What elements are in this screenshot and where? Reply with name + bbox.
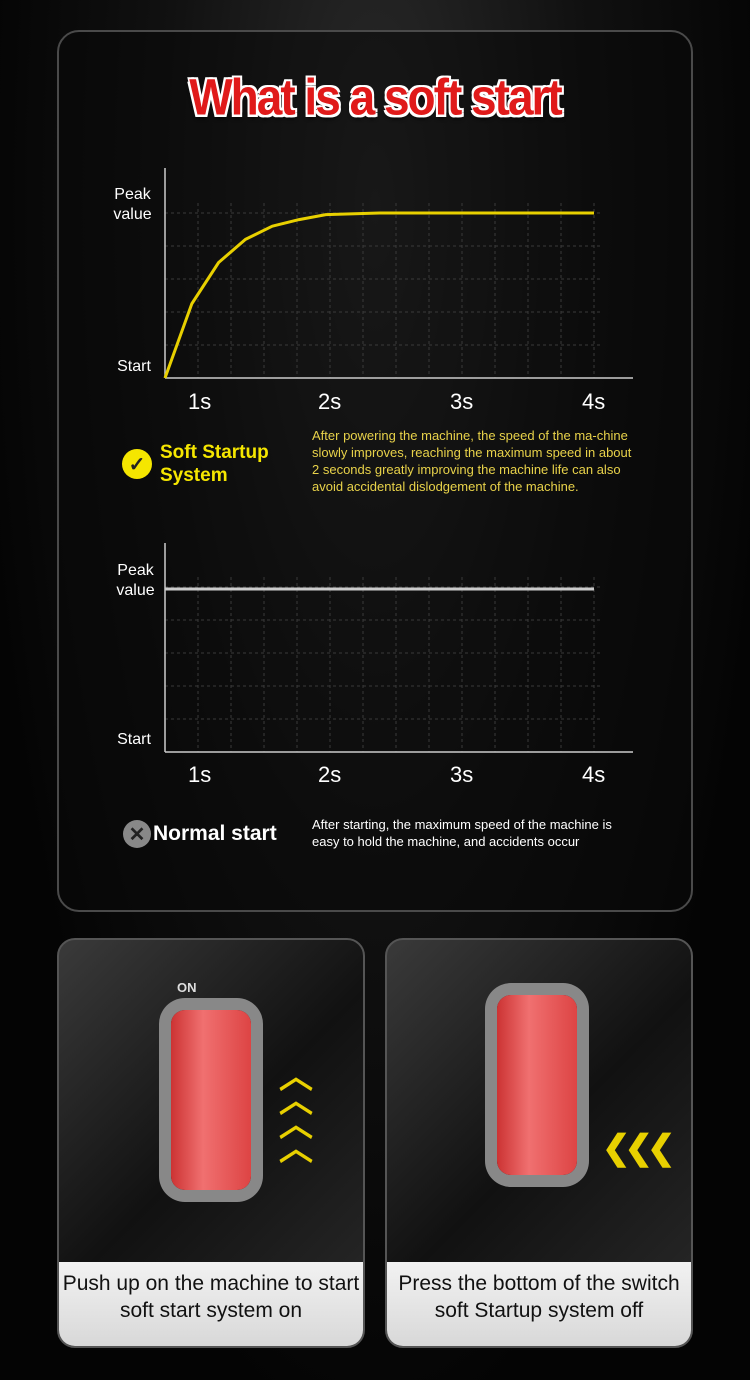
series-line xyxy=(163,211,594,379)
x-tick: 4s xyxy=(582,762,606,787)
info-panel xyxy=(57,30,693,912)
caption: Push up on the machine to start soft sta… xyxy=(59,1262,363,1346)
y-label-start: Start xyxy=(117,358,151,375)
normal-start-label: ✕ Normal start xyxy=(123,820,277,848)
x-tick: 3s xyxy=(450,762,474,787)
x-icon: ✕ xyxy=(123,820,151,848)
x-tick: 2s xyxy=(318,389,342,414)
switch-off-card: ❮❮❮ Press the bottom of the switch soft … xyxy=(385,938,693,1348)
red-switch xyxy=(497,995,577,1175)
soft-start-chart xyxy=(163,168,633,379)
x-tick: 1s xyxy=(188,762,212,787)
x-tick: 4s xyxy=(582,389,606,414)
up-arrows-icon: ︿ ︿ ︿ ︿ xyxy=(279,1058,313,1168)
soft-startup-label: ✓ Soft Startup System xyxy=(122,441,290,487)
y-label-peak: Peak value xyxy=(116,562,155,599)
on-label: ON xyxy=(177,980,197,995)
x-tick: 2s xyxy=(318,762,342,787)
page-title: What is a soft start xyxy=(189,68,563,126)
normal-start-chart xyxy=(164,543,633,753)
switch-on-card: ON ︿ ︿ ︿ ︿ Push up on the machine to start … xyxy=(57,938,365,1348)
x-tick: 3s xyxy=(450,389,474,414)
left-arrows-icon: ❮❮❮ xyxy=(602,1129,676,1167)
caption: Press the bottom of the switch soft Star… xyxy=(387,1262,691,1346)
soft-startup-description: After powering the machine, the speed of… xyxy=(312,428,632,494)
x-tick: 1s xyxy=(188,389,212,414)
y-label-peak: Peak value xyxy=(113,186,152,223)
normal-start-description: After starting, the maximum speed of the… xyxy=(312,817,612,849)
y-label-start: Start xyxy=(117,731,151,748)
check-icon: ✓ xyxy=(122,449,152,479)
red-switch xyxy=(171,1010,251,1190)
